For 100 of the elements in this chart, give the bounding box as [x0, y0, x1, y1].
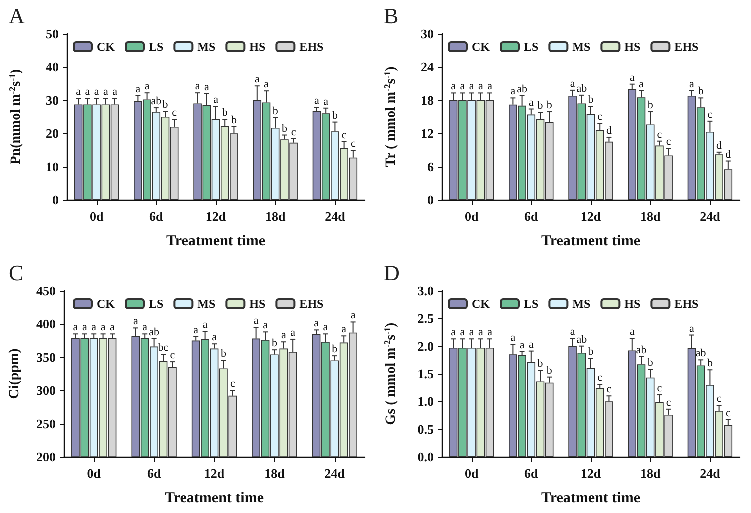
- data-label: b: [546, 364, 553, 377]
- legend-label: LS: [524, 40, 540, 54]
- x-tick-label: 0d: [464, 466, 480, 481]
- data-label: a: [510, 86, 516, 98]
- data-label: c: [350, 138, 356, 150]
- data-label: c: [666, 136, 672, 148]
- legend-label: EHS: [674, 40, 700, 54]
- data-label: a: [76, 86, 82, 98]
- data-label: a: [510, 332, 516, 344]
- data-label: c: [606, 384, 612, 396]
- data-label: a: [214, 94, 219, 106]
- legend-label: CK: [472, 297, 491, 311]
- data-label: b: [332, 110, 338, 122]
- legend-label: CK: [472, 40, 491, 54]
- x-axis-title: Treatment time: [542, 234, 641, 250]
- data-label: a: [94, 86, 100, 98]
- data-label: a: [204, 81, 210, 94]
- data-label: b: [538, 100, 544, 112]
- data-label: d: [716, 140, 723, 152]
- y-tick-label: 50: [46, 26, 59, 42]
- x-tick-label: 24d: [700, 209, 722, 224]
- data-label: c: [708, 108, 713, 121]
- data-label: c: [291, 126, 296, 138]
- data-label: a: [290, 326, 296, 339]
- y-tick-label: 12: [421, 126, 434, 142]
- x-tick-label: 24d: [324, 466, 346, 481]
- data-label: c: [170, 350, 176, 362]
- data-label: c: [598, 111, 603, 124]
- data-label: b: [272, 338, 278, 350]
- y-axis-title: Gs ( mmol m-2s-1): [382, 322, 399, 426]
- data-label: a: [194, 324, 199, 336]
- data-label: a: [195, 80, 200, 93]
- data-label: ab: [517, 83, 528, 96]
- data-label: ab: [149, 326, 160, 338]
- data-label: c: [172, 107, 178, 120]
- data-label: b: [546, 100, 553, 112]
- y-tick-label: 0.0: [418, 450, 434, 464]
- data-label: b: [707, 358, 714, 370]
- x-tick-label: 6d: [147, 466, 162, 481]
- data-label: b: [220, 348, 227, 360]
- data-label: a: [142, 322, 148, 334]
- x-tick-label: 6d: [524, 209, 540, 224]
- x-axis-title: Treatment time: [166, 234, 266, 250]
- legend-label: EHS: [300, 297, 324, 311]
- data-label: b: [222, 107, 228, 120]
- data-label: b: [648, 100, 654, 112]
- y-tick-label: 20: [46, 126, 59, 142]
- data-label: b: [332, 344, 338, 356]
- y-tick-label: 1.0: [418, 394, 434, 410]
- data-label: a: [528, 96, 534, 109]
- x-tick-label: 24d: [325, 209, 346, 224]
- x-tick-label: 0d: [90, 209, 104, 224]
- x-tick-label: 18d: [265, 209, 286, 224]
- legend-label: LS: [524, 297, 540, 311]
- legend-label: MS: [572, 297, 592, 311]
- data-label: a: [324, 96, 329, 108]
- data-label: a: [264, 78, 270, 91]
- y-tick-label: 2.5: [418, 311, 434, 326]
- data-label: a: [520, 339, 525, 352]
- x-tick-label: 12d: [580, 466, 602, 481]
- y-tick-label: 0: [52, 192, 59, 208]
- data-label: a: [469, 80, 474, 93]
- y-axis-title: Tr ( mmol m-2s-1): [382, 66, 399, 168]
- data-label: a: [281, 330, 286, 342]
- data-label: c: [598, 372, 603, 384]
- chart-title: A: [9, 4, 25, 28]
- legend-label: EHS: [674, 297, 700, 311]
- legend-label: LS: [149, 297, 164, 311]
- data-label: a: [73, 322, 78, 334]
- data-label: a: [85, 86, 90, 98]
- data-label: b: [538, 358, 544, 370]
- legend-label: HS: [624, 297, 642, 311]
- data-label: a: [570, 326, 576, 338]
- y-tick-label: 0.5: [418, 422, 434, 437]
- data-label: a: [460, 326, 466, 339]
- chart-title: B: [384, 4, 399, 28]
- y-tick-label: 24: [421, 60, 434, 75]
- y-tick-label: 3.0: [418, 284, 434, 298]
- data-label: a: [263, 320, 268, 332]
- x-tick-label: 12d: [204, 466, 226, 481]
- data-label: ab: [576, 334, 588, 346]
- x-tick-label: 18d: [640, 466, 662, 481]
- data-label: a: [254, 74, 260, 86]
- data-label: a: [350, 310, 356, 322]
- data-label: a: [639, 78, 644, 90]
- x-axis-title: Treatment time: [542, 490, 641, 506]
- data-label: b: [231, 114, 238, 126]
- data-label: ab: [576, 82, 588, 95]
- y-tick-label: 450: [36, 284, 56, 298]
- legend-label: EHS: [300, 40, 324, 54]
- data-label: b: [588, 346, 594, 358]
- data-label: a: [110, 322, 116, 334]
- data-label: d: [606, 124, 612, 137]
- data-label: a: [314, 95, 320, 108]
- data-label: d: [726, 148, 732, 161]
- data-label: a: [323, 322, 328, 334]
- y-tick-label: 0: [428, 192, 434, 208]
- x-tick-label: 12d: [206, 209, 227, 224]
- data-label: a: [103, 86, 108, 98]
- data-label: ab: [696, 348, 707, 360]
